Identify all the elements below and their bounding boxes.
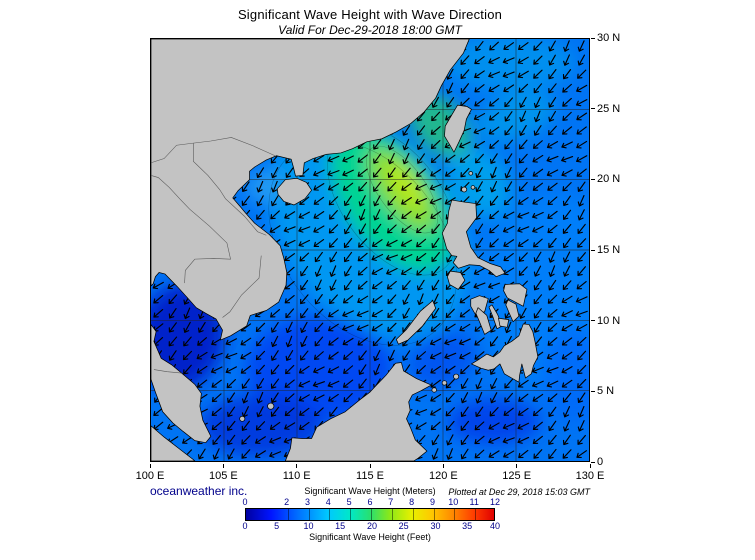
wave-height-map: [151, 39, 589, 461]
lon-tick: [589, 464, 591, 468]
feet-tick-label: 30: [430, 521, 441, 531]
feet-tick-label: 0: [242, 521, 248, 531]
feet-tick-label: 15: [335, 521, 346, 531]
colorbar-tick: [308, 509, 310, 520]
colorbar-legend: Significant Wave Height (Meters) 0 2 3 4 5 6 7…: [230, 486, 510, 543]
colorbar-tick: [350, 509, 352, 520]
lat-tick: [591, 37, 595, 39]
lon-tick-label: 120 E: [428, 470, 458, 482]
plotted-timestamp: Plotted at Dec 29, 2018 15:03 GMT: [448, 487, 590, 497]
meters-tick-label: 4: [325, 497, 331, 507]
feet-tick-label: 20: [366, 521, 378, 531]
colorbar-tick: [475, 509, 477, 520]
feet-tick-label: 40: [489, 521, 501, 531]
lat-tick-label: 25 N: [597, 102, 621, 115]
country-borders: [151, 137, 276, 374]
meters-tick-label: 0: [242, 497, 248, 507]
legend-title-feet: Significant Wave Height (Feet): [309, 532, 431, 542]
map-valid-time: Valid For Dec-29-2018 18:00 GMT: [278, 23, 462, 37]
feet-tick-label: 10: [303, 521, 314, 531]
meters-tick-label: 3: [304, 497, 311, 507]
lat-tick-label: 20 N: [597, 173, 621, 186]
map-frame: [150, 38, 590, 462]
colorbar-tick: [433, 509, 435, 520]
feet-tick-label: 25: [398, 521, 409, 531]
lon-tick-label: 105 E: [208, 470, 238, 482]
lat-tick: [591, 178, 595, 180]
colorbar-tick: [287, 509, 289, 520]
lat-tick-label: 0: [597, 456, 604, 468]
lon-tick-label: 125 E: [502, 470, 532, 482]
colorbar: [245, 508, 495, 521]
land-masses: [151, 39, 539, 461]
legend-meters-ticks: 0 2 3 4 5 6 7 8 9 10 11 12: [230, 497, 510, 508]
lon-tick: [369, 464, 371, 468]
lon-tick: [222, 464, 224, 468]
meters-tick-label: 12: [489, 497, 501, 507]
colorbar-tick: [412, 509, 414, 520]
colorbar-tick: [371, 509, 372, 520]
colorbar-tick: [391, 509, 393, 520]
meters-tick-label: 9: [429, 497, 436, 507]
lat-tick-label: 15 N: [597, 244, 621, 256]
meters-tick-label: 2: [284, 497, 290, 507]
meters-tick-label: 5: [346, 497, 352, 507]
lon-tick-label: 115 E: [356, 470, 384, 482]
map-title: Significant Wave Height with Wave Direct…: [237, 7, 503, 22]
legend-feet-ticks: 0 5 10 15 20 25 30 35 40: [230, 521, 510, 532]
lon-tick: [296, 464, 298, 468]
feet-tick-label: 5: [274, 521, 280, 531]
lat-tick: [591, 390, 595, 392]
lon-tick-label: 110 E: [282, 470, 311, 482]
lat-tick: [591, 320, 595, 322]
attribution-text: oceanweather inc.: [150, 484, 248, 498]
lat-tick-label: 30 N: [597, 32, 621, 44]
meters-tick-label: 6: [367, 497, 373, 507]
colorbar-tick: [329, 509, 331, 520]
lat-tick-label: 10 N: [597, 314, 621, 327]
lon-tick-label: 130 E: [575, 470, 605, 482]
lon-tick: [149, 464, 151, 468]
lat-tick: [591, 461, 595, 463]
lat-tick: [591, 108, 595, 110]
meters-tick-label: 8: [409, 497, 415, 507]
legend-title-meters: Significant Wave Height (Meters): [304, 486, 436, 496]
meters-tick-label: 10: [448, 497, 459, 507]
meters-tick-label: 11: [469, 497, 479, 507]
lon-tick: [442, 464, 444, 468]
colorbar-tick: [454, 509, 456, 520]
lon-tick: [516, 464, 518, 468]
lat-tick-label: 5 N: [597, 385, 615, 398]
meters-tick-label: 7: [388, 497, 394, 507]
lon-tick-label: 100 E: [135, 470, 165, 482]
feet-tick-label: 35: [462, 521, 473, 531]
lat-tick: [591, 249, 595, 251]
